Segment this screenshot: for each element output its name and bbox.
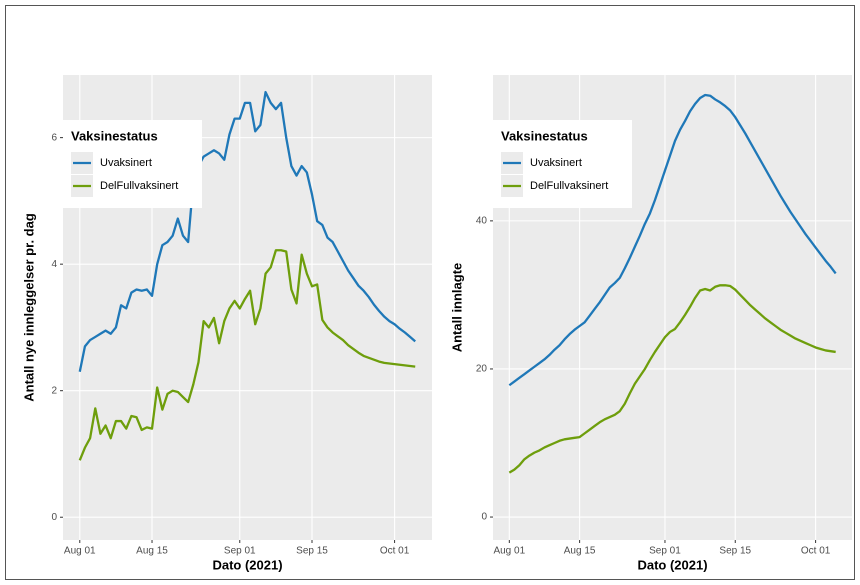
y-tick-label: 40 (476, 216, 488, 227)
legend-label: DelFullvaksinert (530, 180, 608, 192)
x-tick-label: Oct 01 (801, 546, 831, 557)
x-axis-title: Dato (2021) (637, 557, 707, 572)
line (78, 249, 416, 461)
legend-title: Vaksinestatus (501, 128, 588, 143)
y-tick-label: 0 (481, 512, 487, 523)
legend-label: Uvaksinert (530, 157, 582, 169)
line (508, 93, 837, 387)
x-tick-label: Sep 15 (296, 546, 328, 557)
y-tick-label: 6 (51, 132, 57, 143)
line (508, 284, 836, 474)
x-tick-label: Aug 01 (64, 546, 96, 557)
line (78, 90, 416, 372)
x-tick-label: Aug 15 (136, 546, 168, 557)
legend-label: Uvaksinert (100, 157, 152, 169)
x-tick-label: Sep 01 (649, 546, 681, 557)
legend-label: DelFullvaksinert (100, 180, 178, 192)
legend-title: Vaksinestatus (71, 128, 158, 143)
y-tick-label: 20 (476, 364, 488, 375)
y-tick-label: 4 (51, 259, 57, 270)
y-axis-title: Antall innlagte (449, 263, 464, 353)
x-tick-label: Sep 01 (224, 546, 256, 557)
x-tick-label: Aug 15 (564, 546, 596, 557)
y-axis-title: Antall nye innleggelser pr. dag (21, 213, 36, 402)
x-tick-label: Aug 01 (493, 546, 525, 557)
y-tick-label: 2 (51, 385, 57, 396)
x-axis-title: Dato (2021) (212, 557, 282, 572)
y-tick-label: 0 (51, 512, 57, 523)
x-tick-label: Sep 15 (719, 546, 751, 557)
x-tick-label: Oct 01 (380, 546, 410, 557)
